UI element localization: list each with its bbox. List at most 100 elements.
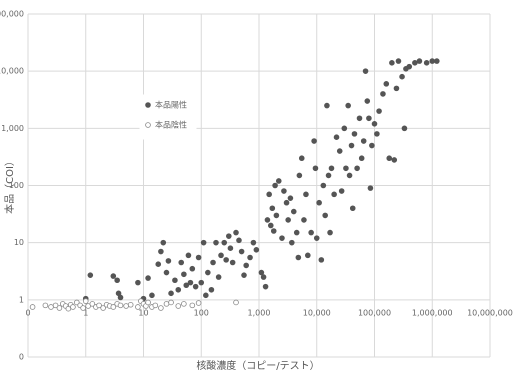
point bbox=[380, 91, 386, 97]
point bbox=[233, 299, 239, 306]
point bbox=[192, 283, 199, 290]
point bbox=[305, 252, 311, 259]
point bbox=[200, 239, 207, 246]
point bbox=[114, 277, 120, 284]
point bbox=[401, 125, 408, 132]
point bbox=[267, 222, 274, 229]
legend-marker bbox=[145, 102, 151, 108]
point bbox=[312, 165, 319, 172]
point bbox=[155, 261, 162, 268]
point bbox=[163, 269, 170, 276]
point bbox=[210, 259, 216, 266]
point bbox=[333, 134, 340, 140]
point bbox=[412, 60, 418, 66]
point bbox=[165, 258, 172, 264]
point bbox=[279, 235, 285, 241]
point bbox=[360, 138, 367, 144]
point bbox=[117, 294, 124, 301]
point bbox=[29, 304, 36, 310]
point bbox=[163, 301, 170, 307]
point bbox=[203, 292, 209, 299]
point bbox=[331, 191, 337, 198]
point bbox=[318, 257, 325, 263]
point bbox=[145, 299, 151, 306]
point bbox=[395, 58, 402, 64]
point bbox=[168, 299, 174, 306]
y-tick-label: 10,000 bbox=[0, 67, 24, 76]
point bbox=[354, 165, 360, 172]
point bbox=[110, 304, 117, 310]
point bbox=[349, 205, 356, 212]
point bbox=[160, 239, 167, 246]
point bbox=[293, 229, 300, 236]
point bbox=[406, 63, 413, 70]
point bbox=[187, 279, 194, 286]
point bbox=[287, 195, 294, 201]
legend-label: 本品陰性 bbox=[155, 120, 187, 130]
point bbox=[135, 304, 141, 310]
point bbox=[275, 178, 282, 184]
x-tick-label: 0 bbox=[25, 308, 30, 317]
point bbox=[327, 229, 333, 236]
point bbox=[356, 115, 363, 122]
point bbox=[70, 304, 76, 310]
legend-label: 本品陽性 bbox=[155, 100, 187, 110]
x-tick-label: 1,000,000 bbox=[412, 308, 453, 317]
point bbox=[247, 254, 253, 261]
x-tick-label: 100 bbox=[194, 308, 209, 317]
point bbox=[215, 274, 222, 280]
point bbox=[241, 272, 247, 278]
point bbox=[296, 172, 303, 179]
point bbox=[348, 142, 355, 149]
point bbox=[145, 275, 151, 281]
point bbox=[185, 252, 192, 259]
point bbox=[223, 257, 229, 263]
x-tick-label: 10,000 bbox=[303, 308, 331, 317]
point bbox=[127, 301, 134, 308]
point bbox=[181, 271, 187, 278]
point bbox=[367, 185, 374, 191]
point bbox=[195, 254, 202, 261]
point bbox=[264, 217, 271, 223]
point bbox=[308, 229, 314, 236]
point bbox=[322, 212, 328, 219]
point bbox=[325, 172, 332, 179]
point bbox=[152, 302, 159, 309]
point bbox=[416, 58, 423, 64]
point bbox=[260, 274, 267, 280]
y-tick-label: 0 bbox=[19, 353, 24, 362]
point bbox=[236, 237, 242, 244]
point bbox=[238, 248, 245, 255]
point bbox=[96, 302, 102, 309]
point bbox=[262, 283, 269, 290]
y-tick-label: 1,000 bbox=[1, 124, 24, 133]
point bbox=[117, 302, 124, 309]
legend-marker bbox=[145, 122, 151, 128]
x-tick-label: 1,000 bbox=[248, 308, 271, 317]
point bbox=[351, 131, 358, 137]
point bbox=[376, 108, 382, 114]
point bbox=[172, 277, 178, 284]
point bbox=[56, 305, 63, 311]
point bbox=[227, 245, 234, 252]
point bbox=[243, 262, 249, 269]
point bbox=[149, 292, 155, 299]
point bbox=[273, 212, 280, 219]
x-axis-title: 核酸濃度（コピー/テスト） bbox=[196, 359, 319, 372]
point bbox=[218, 252, 224, 259]
point bbox=[89, 301, 96, 307]
point bbox=[226, 233, 232, 239]
point bbox=[386, 155, 393, 162]
y-axis-title: 本品（COI） bbox=[3, 156, 16, 214]
x-tick-label: 10,000,000 bbox=[467, 308, 513, 317]
point bbox=[311, 138, 317, 144]
point bbox=[423, 60, 430, 66]
point bbox=[345, 102, 351, 109]
y-tick-label: 100 bbox=[9, 181, 24, 190]
point bbox=[229, 259, 236, 266]
point bbox=[336, 148, 343, 154]
point bbox=[250, 239, 257, 246]
x-tick-label: 100,000 bbox=[358, 308, 391, 317]
point bbox=[221, 239, 228, 246]
